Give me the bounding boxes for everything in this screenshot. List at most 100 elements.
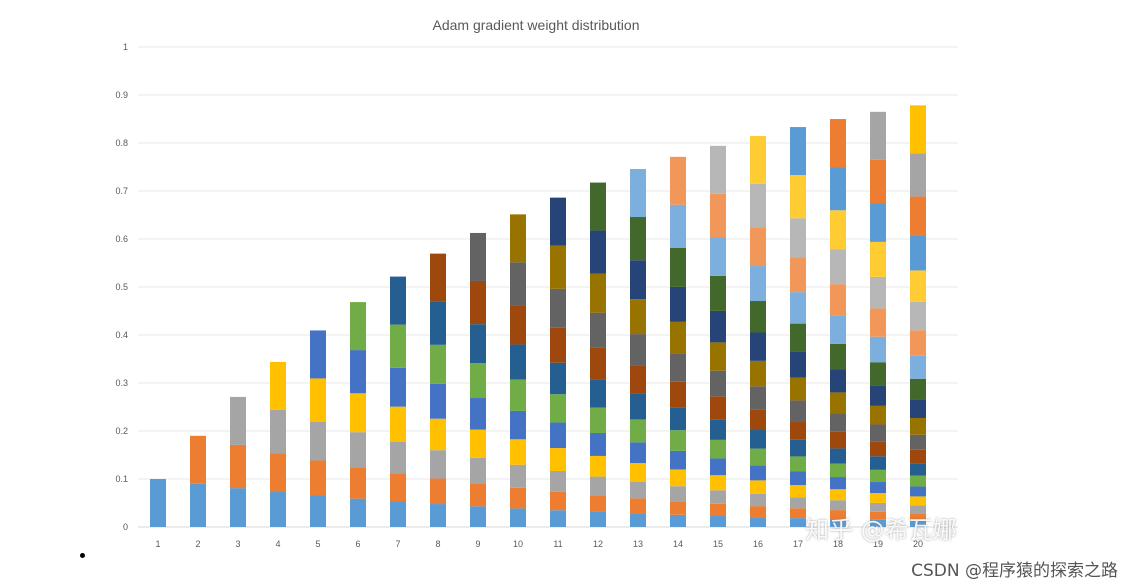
x-tick-label: 11 [553, 539, 562, 549]
bar-segment [830, 315, 846, 344]
bar-segment [910, 301, 926, 331]
bar-segment [790, 292, 806, 324]
bar-segment [750, 480, 766, 494]
bar-segment [870, 511, 886, 520]
bar-segment [830, 489, 846, 501]
bar-segment [150, 479, 166, 527]
bar-segment [550, 491, 566, 511]
bar-segment [390, 473, 406, 502]
bar-segment [630, 334, 646, 366]
bar-segment [910, 417, 926, 435]
bar-segment [790, 518, 806, 527]
bar-segment [870, 441, 886, 457]
bar-segment [870, 456, 886, 470]
bar-segment [790, 456, 806, 472]
bar-segment [830, 119, 846, 168]
bar-segment [390, 324, 406, 368]
bar-segment [590, 347, 606, 380]
x-tick-label: 7 [395, 539, 400, 549]
bar-segment [270, 492, 286, 527]
bar-segment [670, 486, 686, 502]
bar-segment [670, 430, 686, 451]
bar-segment [750, 183, 766, 228]
bar-segment [630, 217, 646, 261]
y-tick-label: 0.3 [115, 378, 128, 388]
bar-segment [430, 344, 446, 384]
bar-segment [470, 398, 486, 430]
bar-segment [670, 501, 686, 515]
bar-segment [910, 270, 926, 302]
bar-segment [750, 386, 766, 410]
y-tick-label: 0.7 [115, 186, 128, 196]
bar-segment [830, 284, 846, 316]
x-tick-label: 8 [435, 539, 440, 549]
x-tick-label: 4 [275, 539, 280, 549]
bar-segment [670, 353, 686, 382]
bar-segment [870, 424, 886, 442]
bar-segment [790, 377, 806, 401]
bar-segment [870, 362, 886, 386]
x-tick-label: 9 [475, 539, 480, 549]
bar-segment [750, 465, 766, 481]
bar-segment [590, 407, 606, 433]
bar-segment [230, 444, 246, 489]
x-tick-label: 14 [673, 539, 683, 549]
y-tick-labels: 0 0.1 0.2 0.3 0.4 0.5 0.6 0.7 0.8 0.9 1 [115, 42, 128, 532]
bar-segment [550, 362, 566, 395]
bar-segment [910, 235, 926, 271]
bar-segment [870, 469, 886, 483]
bar-segment [830, 167, 846, 211]
bar-segment [910, 496, 926, 506]
bar-segment [870, 308, 886, 337]
bar-segment [790, 508, 806, 519]
bar-segment [390, 367, 406, 407]
bar-segment [710, 275, 726, 311]
bar-segment [510, 508, 526, 527]
bar-segment [750, 135, 766, 184]
bar-segment [870, 493, 886, 503]
bar-segment [590, 230, 606, 274]
bar-segment [710, 490, 726, 504]
bar-segment [710, 419, 726, 440]
bar-segment [270, 453, 286, 493]
bar-segment [630, 419, 646, 443]
bar-segment [590, 495, 606, 512]
bar-segment [710, 342, 726, 371]
bar-segment [910, 463, 926, 476]
bar-segment [710, 396, 726, 420]
bar-segment [710, 503, 726, 517]
bar-segment [830, 500, 846, 511]
y-tick-label: 0.8 [115, 138, 128, 148]
bar-segment [590, 511, 606, 527]
y-tick-label: 0 [123, 522, 128, 532]
chart-frame: Adam gradient weight distribution 0 0.1 0.… [96, 0, 976, 586]
bar-segment [390, 276, 406, 325]
bar-segment [510, 464, 526, 488]
bar-segment [830, 249, 846, 285]
bar-segment [750, 506, 766, 518]
bar-segment [590, 273, 606, 313]
bar-segment [790, 257, 806, 293]
y-tick-label: 0.4 [115, 330, 128, 340]
bar-segment [870, 519, 886, 527]
bar-segment [870, 336, 886, 363]
bar-segment [630, 169, 646, 218]
bar-segment [830, 510, 846, 519]
bar-segment [830, 413, 846, 432]
x-tick-labels: 1 2 3 4 5 6 7 8 9 10 11 12 13 14 15 16 17 18 19 20 [155, 539, 923, 549]
bar-segment [710, 458, 726, 476]
bar-segment [670, 469, 686, 487]
bar-segment [710, 439, 726, 459]
bar-segment [830, 210, 846, 250]
bar-segment [870, 502, 886, 512]
bar-segment [670, 407, 686, 431]
bar-segment [750, 448, 766, 466]
bar-segment [670, 321, 686, 354]
bar-segment [750, 332, 766, 361]
x-tick-label: 17 [793, 539, 803, 549]
bar-segment [870, 241, 886, 277]
bar-segment [590, 182, 606, 231]
bar-segment [710, 193, 726, 238]
bar-segment [510, 344, 526, 380]
bar-segment [510, 214, 526, 263]
